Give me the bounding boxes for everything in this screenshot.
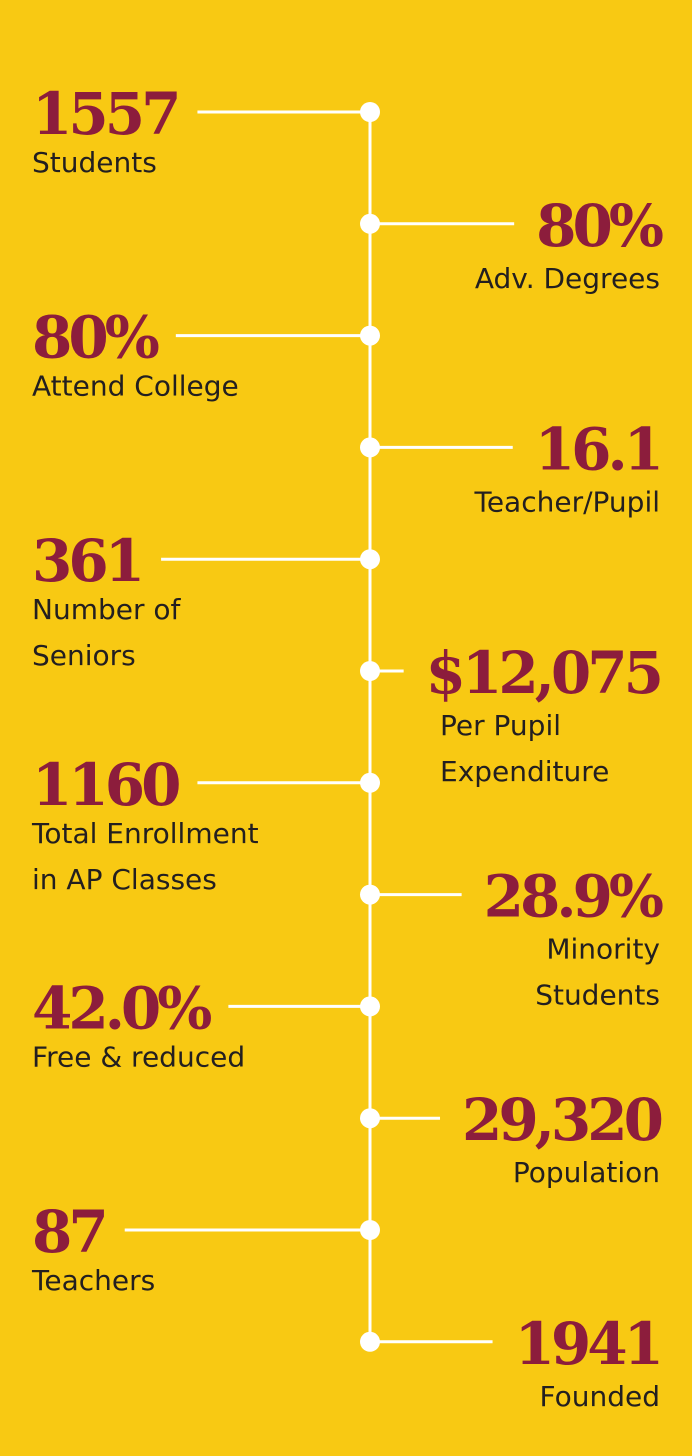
stat-label: Students — [535, 979, 660, 1012]
timeline-dot — [360, 437, 380, 458]
stat-label: Minority — [546, 933, 660, 966]
stat-value: 42.0% — [32, 974, 211, 1042]
stat-label: Founded — [539, 1380, 660, 1413]
stat-value: 16.1 — [535, 415, 660, 483]
stat-label: Total Enrollment — [31, 817, 259, 850]
stat-label: Population — [513, 1156, 660, 1189]
stat-label: Number of — [32, 593, 182, 626]
timeline-dot — [360, 661, 380, 681]
timeline-dot — [360, 1220, 380, 1240]
stat-label: Seniors — [32, 639, 136, 672]
timeline-dot — [360, 1108, 380, 1129]
stat-value: 80% — [32, 304, 159, 372]
stat-label: Expenditure — [440, 755, 609, 788]
timeline-dot — [360, 102, 380, 122]
stat-label: Free & reduced — [32, 1040, 245, 1073]
stat-value: 361 — [32, 527, 141, 595]
stat-value: 80% — [536, 192, 663, 260]
stat-value: 1941 — [515, 1310, 660, 1378]
timeline-dot — [360, 213, 380, 234]
stat-value: 87 — [32, 1198, 105, 1266]
stat-value: $12,075 — [426, 639, 660, 707]
stat-label: Adv. Degrees — [475, 262, 660, 295]
timeline-dot — [360, 1331, 380, 1352]
stat-label: Teachers — [31, 1264, 155, 1297]
stat-value: 1557 — [32, 80, 177, 148]
stat-label: in AP Classes — [32, 863, 217, 896]
stat-label: Teacher/Pupil — [473, 485, 660, 518]
stat-label: Students — [32, 146, 157, 179]
stat-value: 28.9% — [484, 863, 663, 931]
timeline-dot — [360, 549, 380, 570]
timeline-dot — [360, 325, 380, 346]
timeline-dot — [360, 772, 380, 793]
stat-label: Attend College — [32, 370, 239, 403]
stat-value: 1160 — [32, 751, 179, 819]
timeline-dot — [360, 996, 380, 1017]
timeline-dot — [360, 884, 380, 905]
stat-label: Per Pupil — [440, 709, 561, 742]
stat-value: 29,320 — [462, 1086, 662, 1154]
